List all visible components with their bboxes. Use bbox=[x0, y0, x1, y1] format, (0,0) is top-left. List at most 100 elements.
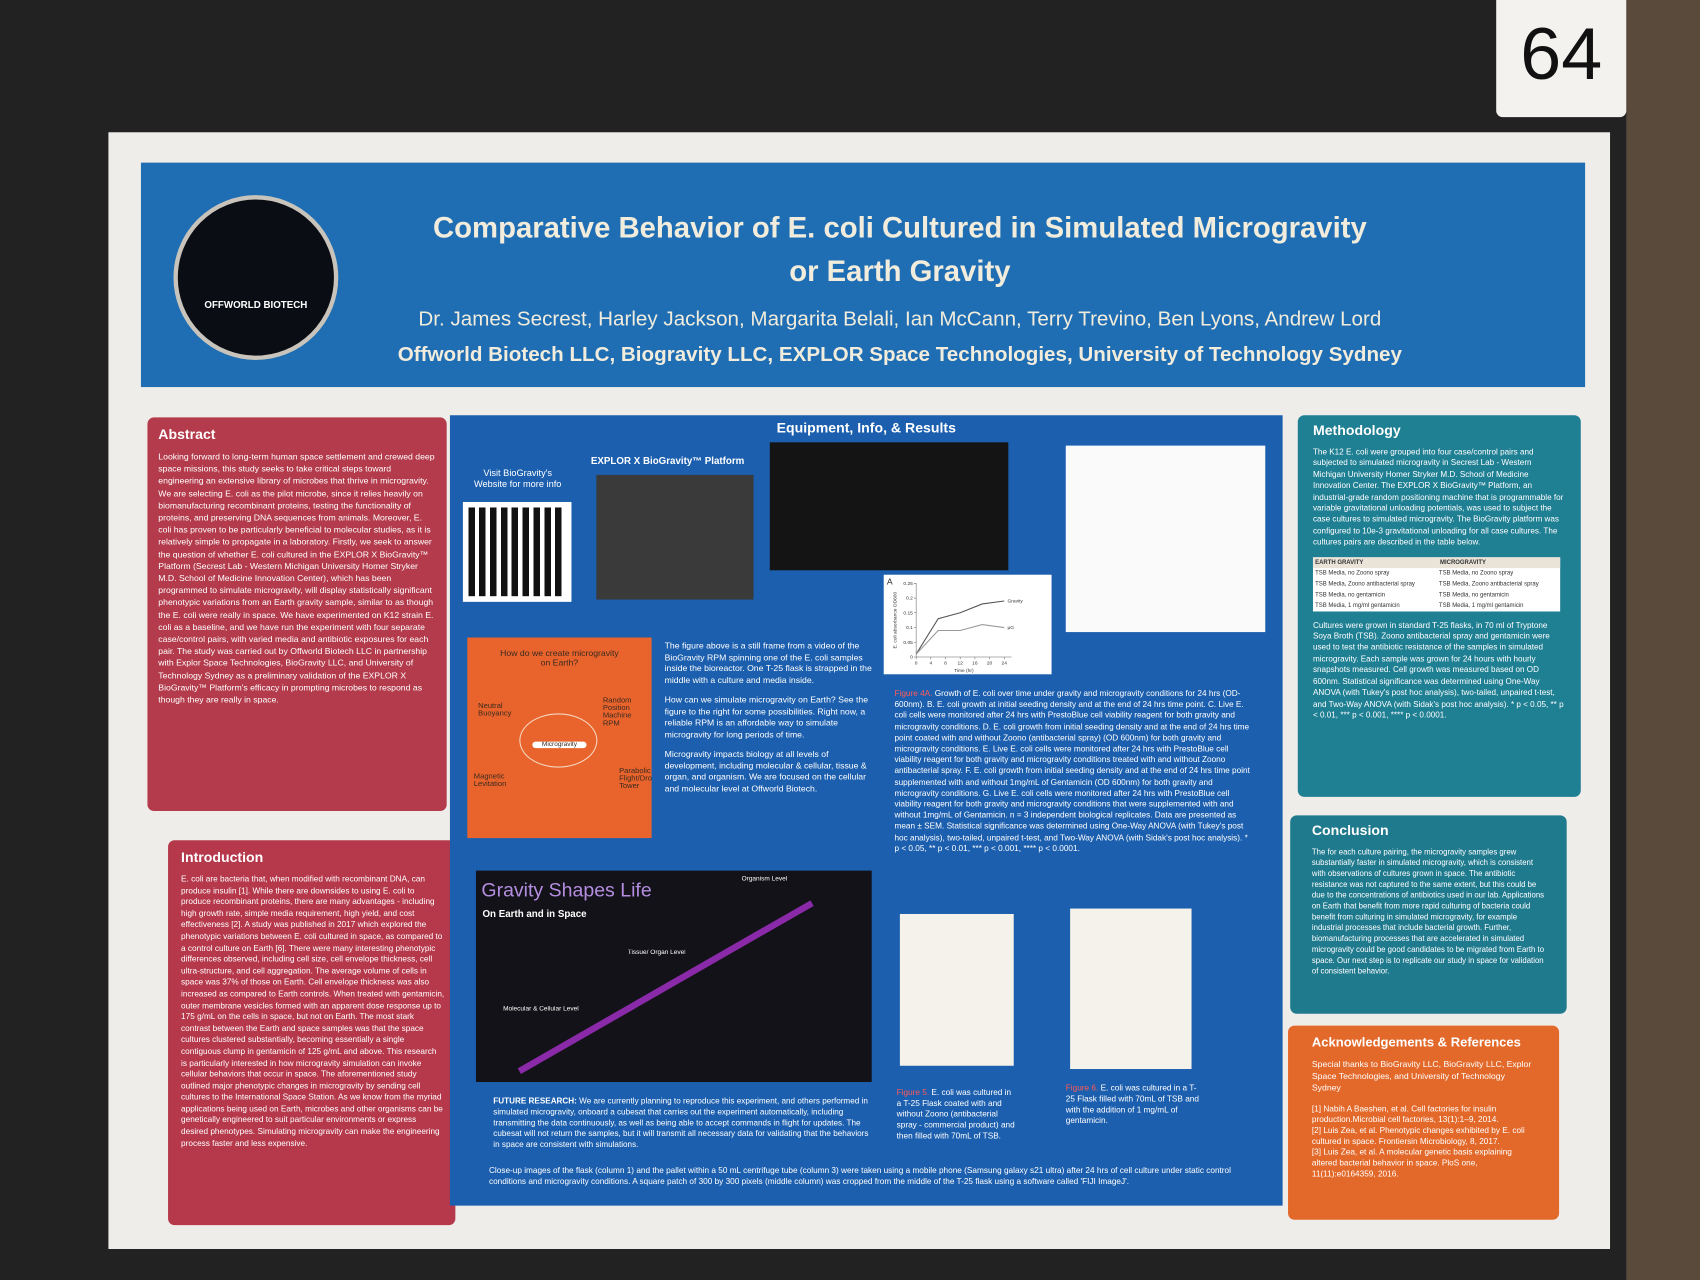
table-header: EARTH GRAVITY bbox=[1315, 559, 1364, 566]
figure-5-photos bbox=[899, 913, 1014, 1066]
chart-bg bbox=[883, 574, 1052, 675]
y-tick-label: 0 bbox=[910, 655, 913, 661]
arrow bbox=[517, 900, 814, 1075]
x-axis-label: Time (hr) bbox=[954, 668, 974, 674]
abstract-panel: Abstract Looking forward to long-term hu… bbox=[147, 417, 447, 811]
level-label: Organism Level bbox=[741, 876, 788, 883]
abstract-text: Looking forward to long-term human space… bbox=[158, 452, 435, 705]
figure-5-caption: Figure 5. E. coli was cultured in a T-25… bbox=[897, 1087, 1016, 1141]
conclusion-text: The for each culture pairing, the microg… bbox=[1311, 846, 1545, 976]
x-tick-label: 16 bbox=[972, 661, 978, 667]
y-tick-label: 0.2 bbox=[906, 596, 913, 602]
reference: [3] Luis Zea, et al. A molecular genetic… bbox=[1311, 1146, 1512, 1179]
arrow-line bbox=[517, 900, 814, 1075]
label: Figure 4A. bbox=[894, 688, 933, 699]
figure-4-caption: Figure 4A. Growth of E. coli over time u… bbox=[894, 688, 1252, 854]
methods-graphic: How do we create microgravity on Earth? … bbox=[467, 637, 652, 839]
ack-text: Special thanks to BioGravity LLC, BioGra… bbox=[1311, 1059, 1532, 1094]
closing-text: Close-up images of the flask (column 1) … bbox=[488, 1165, 1231, 1187]
affiliations: Offworld Biotech LLC, Biogravity LLC, EX… bbox=[397, 343, 1402, 367]
label: Figure 5. bbox=[896, 1087, 930, 1098]
table-cell: TSB Media, no Zoono spray bbox=[1315, 569, 1390, 577]
acknowledgements-panel: Acknowledgements & References Special th… bbox=[1288, 1025, 1560, 1220]
conclusion-panel: Conclusion The for each culture pairing,… bbox=[1290, 815, 1567, 1014]
x-tick-label: 24 bbox=[1002, 661, 1008, 667]
x-tick-label: 4 bbox=[929, 661, 932, 667]
video-text: The figure above is a still frame from a… bbox=[665, 641, 878, 804]
graphic-item: Neutral Buoyancy bbox=[478, 702, 512, 718]
graphic-title: How do we create microgravity on Earth? bbox=[500, 648, 619, 668]
series-line bbox=[915, 600, 1005, 655]
reference: [2] Luis Zea, et al. Phenotypic changes … bbox=[1311, 1124, 1525, 1146]
heading: Methodology bbox=[1312, 421, 1401, 439]
qr-code bbox=[462, 501, 572, 602]
methodology-panel: Methodology The K12 E. coli were grouped… bbox=[1297, 415, 1581, 797]
future-research: FUTURE RESEARCH: We are currently planni… bbox=[493, 1096, 872, 1150]
pairs-table: EARTH GRAVITY MICROGRAVITY TSB Media, no … bbox=[1312, 556, 1561, 612]
paragraph: The figure above is a still frame from a… bbox=[664, 640, 872, 685]
figure-4-bg bbox=[1065, 445, 1266, 633]
results-panel: Equipment, Info, & Results Visit BioGrav… bbox=[449, 415, 1283, 1206]
graphic-subtitle: On Earth and in Space bbox=[482, 908, 587, 920]
y-axis-label: E. coli absorbance OD600 bbox=[893, 592, 899, 649]
y-tick-label: 0.25 bbox=[903, 581, 913, 587]
heading: Introduction bbox=[181, 848, 264, 866]
title: Comparative Behavior of E. coli Cultured… bbox=[358, 206, 1442, 293]
x-tick-label: 12 bbox=[957, 661, 963, 667]
text: E. coli was cultured in a T-25 Flask fil… bbox=[1065, 1083, 1199, 1126]
authors: Dr. James Secrest, Harley Jackson, Marga… bbox=[418, 307, 1382, 331]
graphic-item: Magnetic Levitation bbox=[473, 773, 507, 789]
figure-6-caption: Figure 6. E. coli was cultured in a T-25… bbox=[1066, 1083, 1202, 1126]
table-cell: TSB Media, no gentamicin bbox=[1438, 591, 1509, 599]
level-label: Tissue/ Organ Level bbox=[627, 949, 686, 957]
series-line bbox=[915, 624, 1005, 655]
qr-caption: Visit BioGravity's Website for more info bbox=[473, 467, 562, 489]
x-tick-label: 8 bbox=[944, 661, 947, 667]
graphic-item: Random Position Machine RPM bbox=[602, 697, 632, 728]
y-tick-label: 0.1 bbox=[906, 625, 913, 631]
gravity-graphic: Gravity Shapes Life On Earth and in Spac… bbox=[475, 870, 872, 1083]
graphic-item: Parabolic Flight/Drop Tower bbox=[619, 767, 652, 791]
x-tick-label: 0 bbox=[915, 661, 918, 667]
title-line: or Earth Gravity bbox=[789, 254, 1011, 288]
introduction-text: E. coli are bacteria that, when modified… bbox=[181, 873, 445, 1148]
heading: Abstract bbox=[158, 426, 216, 443]
platform-photo bbox=[596, 474, 754, 600]
text: We are currently planning to reproduce t… bbox=[493, 1096, 869, 1150]
table-cell: TSB Media, 1 mg/ml gentamicin bbox=[1438, 602, 1524, 609]
y-tick-label: 0.15 bbox=[903, 610, 913, 616]
heading: Equipment, Info, & Results bbox=[776, 419, 956, 436]
legend-label: Gravity bbox=[1007, 599, 1023, 605]
paragraph: Microgravity impacts biology at all leve… bbox=[664, 749, 867, 794]
board-number: 64 bbox=[1496, 0, 1627, 118]
introduction-panel: Introduction E. coli are bacteria that, … bbox=[168, 840, 456, 1226]
figure-4a: AE. coli absorbance OD600 Time (hr) 0 0.05 0… bbox=[883, 574, 1052, 675]
logo-text: OFFWORLD BIOTECH bbox=[204, 299, 308, 311]
platform-caption: EXPLOR X BioGravity™ Platform bbox=[590, 455, 745, 467]
level-label: Molecular & Cellular Level bbox=[503, 1006, 579, 1013]
x-tick-label: 20 bbox=[987, 661, 993, 667]
table-cell: TSB Media, no Zoono spray bbox=[1438, 569, 1514, 577]
table-cell: TSB Media, Zoono antibacterial spray bbox=[1315, 580, 1415, 588]
text: Growth of E. coli over time under gravit… bbox=[894, 688, 1250, 854]
graphic-title: Gravity Shapes Life bbox=[481, 879, 652, 901]
heading: Conclusion bbox=[1311, 821, 1389, 839]
label: Figure 6. bbox=[1065, 1083, 1099, 1093]
video-still bbox=[769, 442, 1009, 571]
title-line: Comparative Behavior of E. coli Cultured… bbox=[433, 211, 1367, 244]
graphic-center: Microgravity bbox=[532, 741, 587, 749]
ring bbox=[519, 713, 598, 768]
room-edge bbox=[1626, 0, 1700, 1280]
table-header: MICROGRAVITY bbox=[1440, 559, 1486, 566]
table-cell: TSB Media, Zoono antibacterial spray bbox=[1438, 580, 1539, 588]
heading: Acknowledgements & References bbox=[1311, 1034, 1521, 1050]
methodology-text: The K12 E. coli were grouped into four c… bbox=[1312, 446, 1564, 547]
text: E. coli was cultured in a T-25 Flask coa… bbox=[896, 1087, 1015, 1141]
table-cell: TSB Media, no gentamicin bbox=[1315, 591, 1386, 599]
header: OFFWORLD BIOTECH Comparative Behavior of… bbox=[140, 162, 1586, 388]
figure-6-photos bbox=[1070, 908, 1192, 1070]
reference: [1] Nabih A Baeshen, et al. Cell factori… bbox=[1311, 1103, 1499, 1124]
methodology-text-2: Cultures were grown in standard T-25 fla… bbox=[1312, 619, 1564, 720]
